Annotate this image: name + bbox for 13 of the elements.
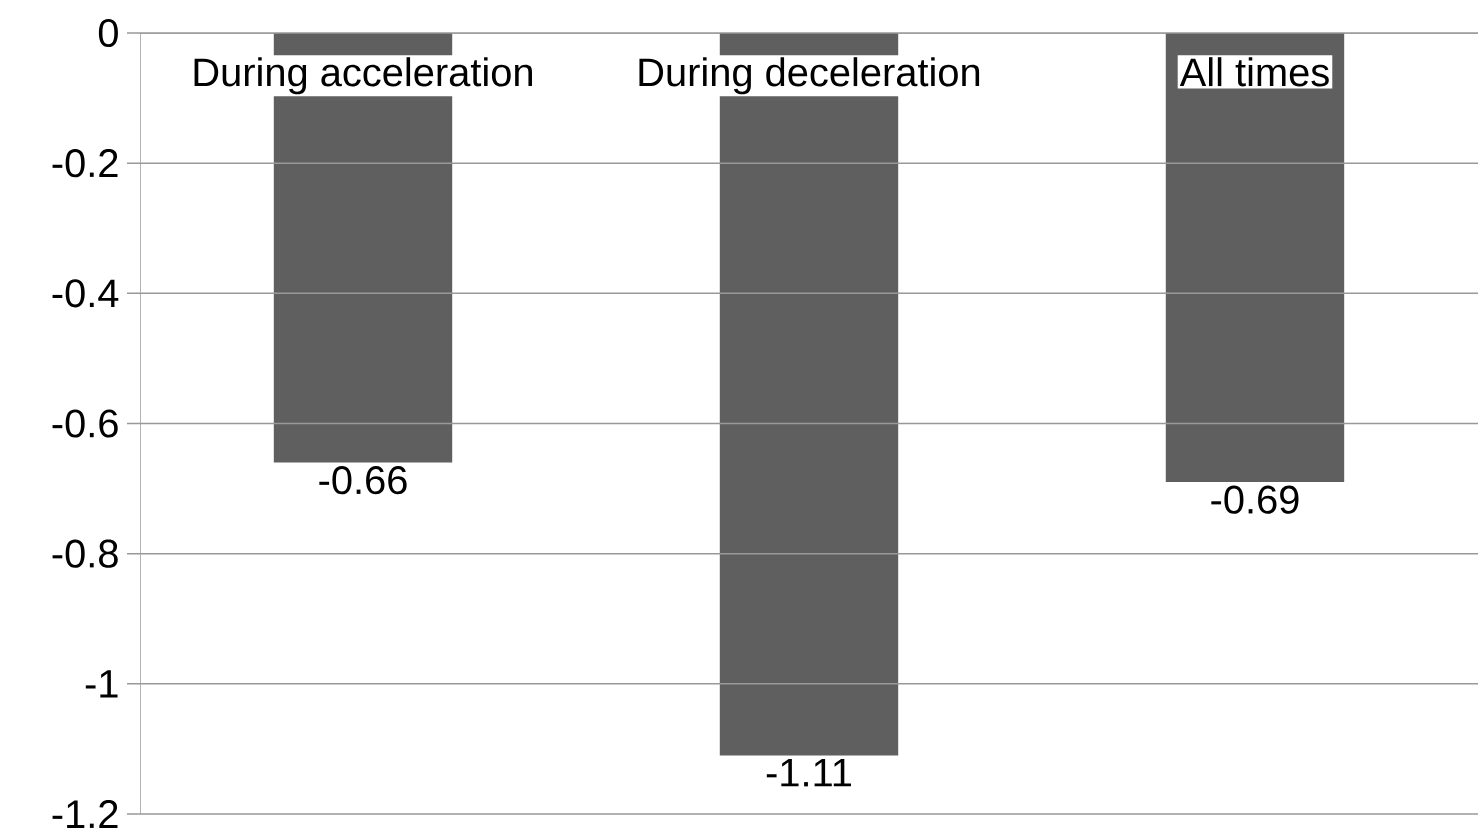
y-tick-label: -0.8	[52, 539, 118, 568]
y-tick-label: -0.4	[52, 279, 119, 308]
x-tick-label: All times	[1179, 57, 1329, 87]
x-tick-label: During deceleration	[639, 57, 980, 95]
y-tick-label: -0.6	[52, 409, 118, 438]
y-tick-label: -0.2	[52, 149, 118, 178]
data-label: -0.69	[1211, 485, 1299, 514]
data-label: -0.66	[319, 466, 407, 495]
x-tick-label: During acceleration	[194, 57, 532, 95]
y-tick-label: -1	[85, 670, 118, 698]
y-tick-label: 0	[98, 18, 118, 48]
data-label: -1.11	[766, 758, 851, 787]
y-tick-label: -1.2	[52, 800, 118, 828]
